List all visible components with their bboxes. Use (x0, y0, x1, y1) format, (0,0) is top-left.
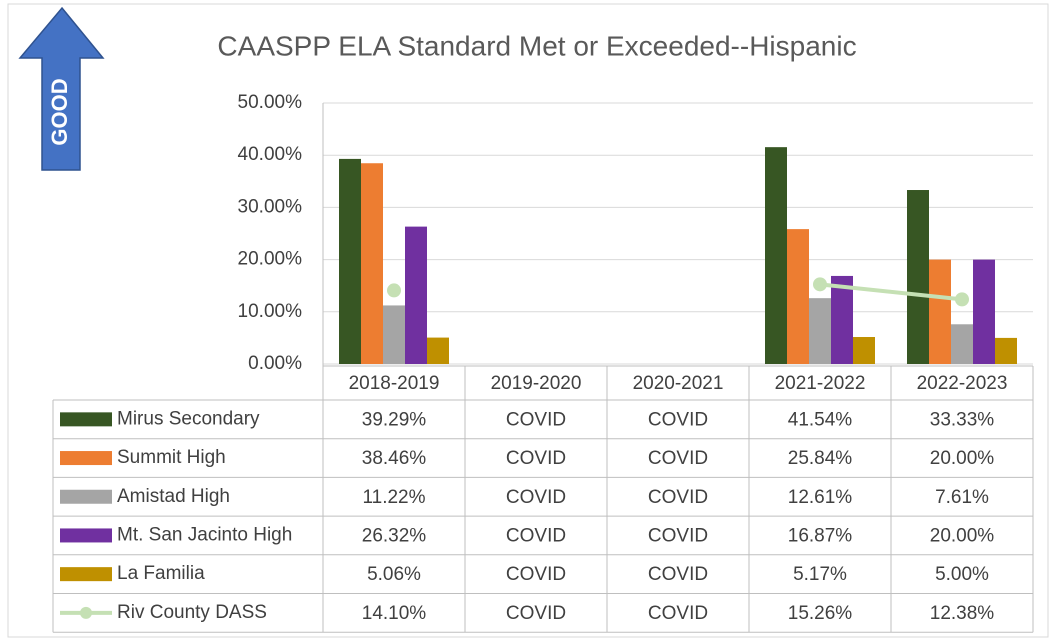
good-arrow (18, 6, 105, 171)
bar (361, 163, 383, 364)
table-cell: 16.87% (788, 525, 853, 546)
line (819, 282, 963, 302)
bar (951, 324, 973, 364)
bar (787, 229, 809, 364)
line-marker (387, 283, 401, 298)
y-tick-label: 10.00% (238, 301, 303, 322)
legend-swatch (60, 412, 112, 427)
table-cell: 38.46% (362, 448, 427, 469)
x-tick-label: 2019-2020 (491, 373, 582, 394)
bar (929, 259, 951, 364)
bar (427, 337, 449, 364)
y-tick-label: 40.00% (238, 144, 303, 165)
legend-label: Amistad High (117, 486, 230, 507)
bar (405, 226, 427, 364)
legend-swatch (60, 451, 112, 466)
table-cell: 39.29% (362, 409, 427, 430)
table-cell: COVID (506, 603, 566, 624)
y-tick-label: 50.00% (238, 92, 303, 113)
bar (995, 337, 1017, 364)
bar (383, 305, 405, 364)
y-tick-label: 0.00% (248, 353, 302, 374)
legend-label: Summit High (117, 447, 226, 468)
table-cell: 26.32% (362, 525, 427, 546)
table-cell: COVID (648, 409, 708, 430)
bar (831, 275, 853, 364)
legend-label: La Familia (117, 563, 205, 584)
bar (973, 259, 995, 364)
legend-label: Mt. San Jacinto High (117, 524, 292, 545)
bar (853, 337, 875, 364)
annotation: GOOD (47, 78, 72, 145)
x-tick-label: 2021-2022 (775, 373, 866, 394)
table-cell: COVID (506, 487, 566, 508)
bar (339, 158, 361, 364)
table-cell: 5.17% (793, 564, 847, 585)
bar (765, 147, 787, 364)
table-cell: 12.61% (788, 487, 853, 508)
table-cell: 14.10% (362, 603, 427, 624)
table-cell: COVID (648, 564, 708, 585)
table-cell: COVID (506, 448, 566, 469)
x-tick-label: 2020-2021 (633, 373, 724, 394)
table-cell: 41.54% (788, 409, 853, 430)
table-cell: 12.38% (930, 603, 995, 624)
line-marker (813, 277, 827, 292)
y-tick-label: 20.00% (238, 249, 303, 270)
chart-frame (7, 3, 1049, 638)
table-cell: 7.61% (935, 487, 989, 508)
table-cell: COVID (648, 603, 708, 624)
table-cell: 33.33% (930, 409, 995, 430)
legend-swatch (60, 489, 112, 504)
x-tick-label: 2018-2019 (349, 373, 440, 394)
table-cell: COVID (506, 409, 566, 430)
legend-swatch (60, 528, 112, 543)
table-cell: 20.00% (930, 448, 995, 469)
bar (907, 190, 929, 364)
table-cell: COVID (648, 448, 708, 469)
table-cell: 20.00% (930, 525, 995, 546)
x-tick-label: 2022-2023 (917, 373, 1008, 394)
bar (809, 298, 831, 364)
legend-swatch (60, 567, 112, 582)
line-marker (955, 292, 969, 307)
legend-label: Mirus Secondary (117, 408, 260, 429)
table-cell: COVID (506, 525, 566, 546)
table-cell: COVID (648, 487, 708, 508)
table-cell: 5.06% (367, 564, 421, 585)
chart-title: CAASPP ELA Standard Met or Exceeded--His… (217, 30, 856, 61)
legend-swatch (80, 606, 92, 619)
table-cell: 25.84% (788, 448, 853, 469)
table-cell: COVID (506, 564, 566, 585)
legend-label: Riv County DASS (117, 602, 267, 623)
table-cell: COVID (648, 525, 708, 546)
y-tick-label: 30.00% (238, 196, 303, 217)
table-cell: 15.26% (788, 603, 853, 624)
table-cell: 5.00% (935, 564, 989, 585)
table-cell: 11.22% (362, 487, 425, 508)
